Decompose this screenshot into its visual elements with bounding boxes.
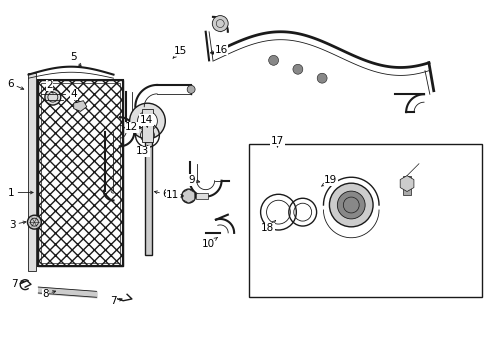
Bar <box>249 144 481 297</box>
Bar <box>38 80 123 266</box>
Text: 8: 8 <box>42 289 56 299</box>
Text: 16: 16 <box>210 45 227 55</box>
Bar <box>402 176 410 195</box>
Text: 14: 14 <box>140 115 153 127</box>
Circle shape <box>292 64 302 74</box>
Circle shape <box>317 73 326 83</box>
Text: 2: 2 <box>46 80 53 93</box>
Text: 5: 5 <box>70 52 81 66</box>
Bar <box>38 80 123 266</box>
Text: 11: 11 <box>166 190 183 200</box>
Circle shape <box>337 191 365 219</box>
Circle shape <box>268 55 278 65</box>
Text: 7: 7 <box>110 296 122 306</box>
Text: 12: 12 <box>125 122 142 132</box>
Bar <box>141 109 153 143</box>
Text: 15: 15 <box>173 46 187 58</box>
Bar <box>145 123 152 255</box>
Circle shape <box>187 85 195 93</box>
Polygon shape <box>183 189 194 203</box>
Text: 1: 1 <box>8 188 33 198</box>
Circle shape <box>129 103 165 139</box>
Text: 9: 9 <box>188 175 199 185</box>
Circle shape <box>329 183 372 227</box>
Circle shape <box>45 89 61 105</box>
Text: 4: 4 <box>70 89 77 103</box>
Polygon shape <box>74 101 87 111</box>
Text: 3: 3 <box>9 220 26 230</box>
Circle shape <box>182 189 195 203</box>
Text: 6: 6 <box>7 78 23 89</box>
Text: 18: 18 <box>261 221 275 233</box>
Text: 6: 6 <box>154 189 169 199</box>
Circle shape <box>27 215 41 229</box>
Bar <box>41 83 120 263</box>
Text: 13: 13 <box>136 145 149 157</box>
Polygon shape <box>399 176 413 192</box>
Bar <box>27 73 36 271</box>
Circle shape <box>137 111 157 131</box>
Text: 17: 17 <box>270 136 284 147</box>
Circle shape <box>212 15 228 31</box>
Bar <box>195 193 207 199</box>
Bar <box>38 80 123 266</box>
Text: 19: 19 <box>321 175 337 186</box>
Text: 7: 7 <box>11 279 24 289</box>
Text: 10: 10 <box>201 237 217 249</box>
